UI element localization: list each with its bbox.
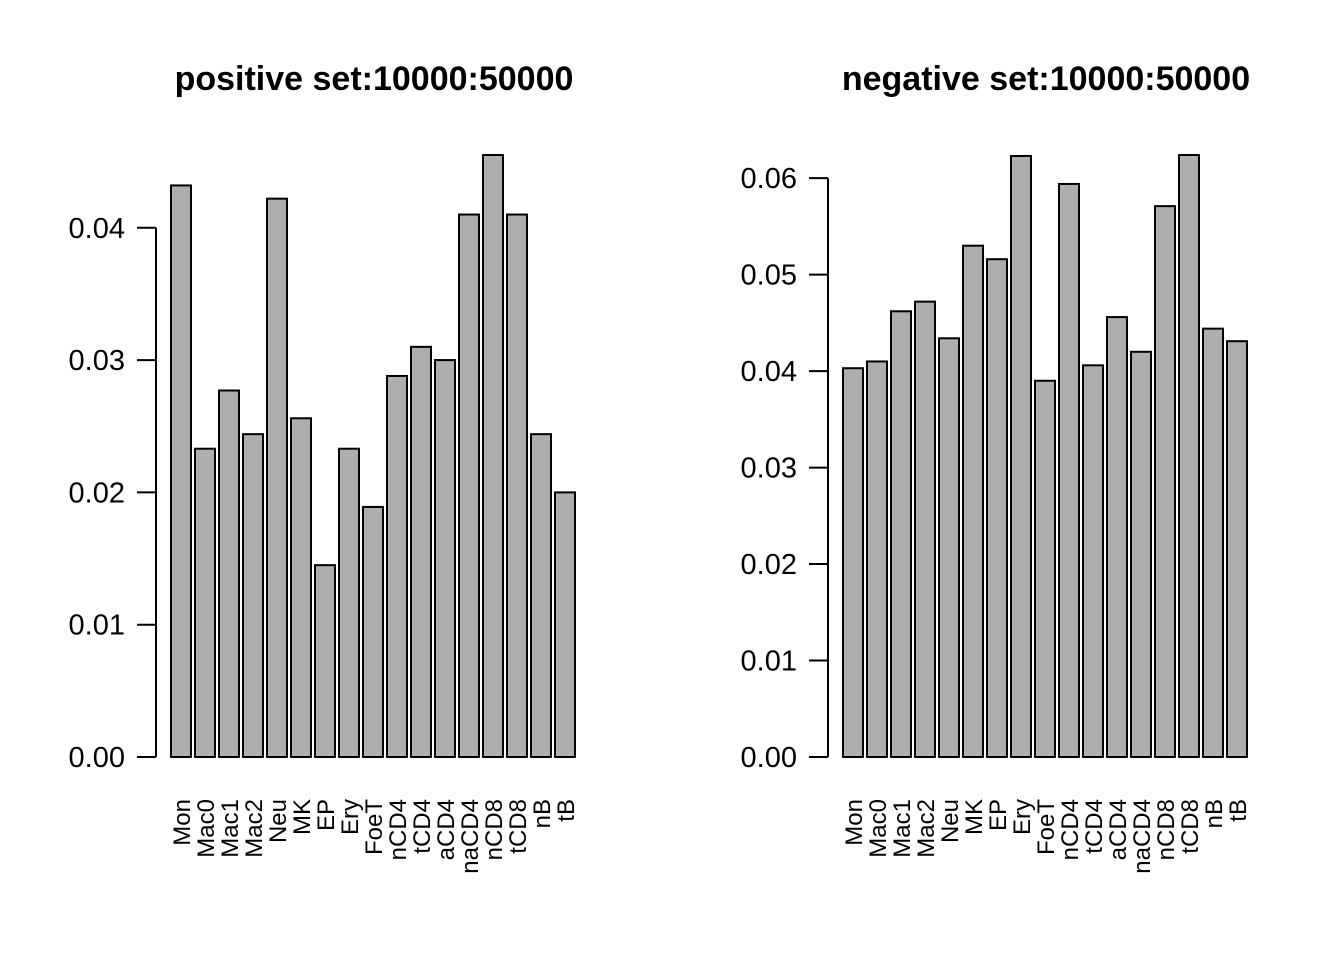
x-category-label-tCD8: tCD8 [1177, 799, 1204, 854]
x-category-label-nB: nB [529, 799, 556, 828]
bar-Neu [266, 197, 288, 758]
bar-MK [290, 417, 312, 758]
bar-EP [986, 258, 1008, 758]
bar-tCD8 [506, 213, 528, 759]
y-tick-label: 0.00 [741, 742, 797, 774]
x-category-label-nCD4: nCD4 [1057, 799, 1084, 860]
bar-naCD4 [458, 213, 480, 759]
x-category-label-Neu: Neu [265, 799, 292, 843]
bar-Ery [338, 447, 360, 758]
bar-tB [554, 491, 576, 758]
y-tick-label: 0.02 [69, 477, 125, 509]
bar-Mon [842, 367, 864, 758]
x-category-label-FoeT: FoeT [361, 799, 388, 855]
bar-tCD4 [1082, 364, 1104, 758]
x-category-label-tB: tB [1225, 799, 1252, 822]
bar-nCD8 [1154, 205, 1176, 758]
x-category-label-nCD8: nCD8 [481, 799, 508, 860]
y-tick-label: 0.01 [741, 646, 797, 678]
plot-area-positive: 0.00 0.01 0.02 0.03 0.04 MonMac0Mac1Mac2NeuMK… [69, 154, 580, 874]
x-category-label-FoeT: FoeT [1033, 799, 1060, 855]
bar-tCD8 [1178, 154, 1200, 758]
x-category-label-aCD4: aCD4 [1105, 799, 1132, 860]
bar-Mac0 [866, 360, 888, 758]
bar-tCD4 [410, 345, 432, 758]
negative-set-chart: negative set:10000:50000 0.00 0.01 0.02 0.0… [741, 60, 1252, 874]
bar-nCD4 [1058, 182, 1080, 758]
y-tick-label: 0.05 [741, 260, 797, 292]
plot-area-negative: 0.000.010.020.030.040.050.06MonMac0Mac1M… [741, 154, 1252, 874]
x-category-label-aCD4: aCD4 [433, 799, 460, 860]
x-category-label-EP: EP [313, 799, 340, 831]
x-category-label-nB: nB [1201, 799, 1228, 828]
bar-Mac1 [218, 389, 240, 758]
x-category-label-Ery: Ery [337, 799, 364, 835]
x-category-label-nCD4: nCD4 [385, 799, 412, 860]
bar-FoeT [1034, 379, 1056, 758]
bar-aCD4 [434, 359, 456, 758]
y-tick-label: 0.03 [69, 345, 125, 377]
x-category-label-Mac0: Mac0 [865, 799, 892, 858]
positive-set-panel: positive set:10000:50000 0.00 0.01 0.02 0.0… [69, 60, 580, 874]
x-category-label-Mac1: Mac1 [889, 799, 916, 858]
y-tick-label: 0.04 [741, 356, 797, 388]
bar-FoeT [362, 505, 384, 759]
x-category-label-Mac0: Mac0 [193, 799, 220, 858]
bar-MK [962, 244, 984, 759]
bar-nCD4 [386, 374, 408, 758]
bar-tB [1226, 340, 1248, 758]
bar-nCD8 [482, 154, 504, 758]
negative-set-panel: negative set:10000:50000 0.00 0.01 0.02 0.0… [672, 0, 1344, 960]
bar-Mac2 [242, 433, 264, 758]
bar-Ery [1010, 154, 1032, 759]
y-tick-label: 0.01 [69, 610, 125, 642]
bar-nB [530, 433, 552, 758]
x-category-label-EP: EP [985, 799, 1012, 831]
x-category-label-MK: MK [289, 799, 316, 835]
y-tick-label: 0.00 [69, 742, 125, 774]
bar-aCD4 [1106, 316, 1128, 758]
positive-set-chart: positive set:10000:50000 0.000.010.020.0… [69, 60, 580, 874]
bar-EP [314, 564, 336, 759]
x-category-label-Mac2: Mac2 [241, 799, 268, 858]
x-category-label-Ery: Ery [1009, 799, 1036, 835]
x-category-label-Mon: Mon [841, 799, 868, 846]
x-category-label-Mon: Mon [169, 799, 196, 846]
x-category-label-Neu: Neu [937, 799, 964, 843]
bar-Mac2 [914, 300, 936, 758]
chart-title-positive: positive set:10000:50000 [175, 60, 574, 98]
x-category-label-tB: tB [553, 799, 580, 822]
x-category-label-naCD4: naCD4 [1129, 799, 1156, 874]
x-category-label-nCD8: nCD8 [1153, 799, 1180, 860]
x-category-label-Mac2: Mac2 [913, 799, 940, 858]
x-category-label-MK: MK [961, 799, 988, 835]
x-category-label-naCD4: naCD4 [457, 799, 484, 874]
y-tick-label: 0.06 [741, 163, 797, 195]
chart-title-negative: negative set:10000:50000 [842, 60, 1250, 98]
bar-Mac0 [194, 447, 216, 758]
bar-naCD4 [1130, 350, 1152, 758]
bar-Neu [938, 337, 960, 758]
bar-nB [1202, 327, 1224, 758]
x-category-label-tCD4: tCD4 [1081, 799, 1108, 854]
bar-Mac1 [890, 310, 912, 758]
y-tick-label: 0.03 [741, 453, 797, 485]
x-category-label-Mac1: Mac1 [217, 799, 244, 858]
x-category-label-tCD4: tCD4 [409, 799, 436, 854]
x-category-label-tCD8: tCD8 [505, 799, 532, 854]
y-tick-label: 0.04 [69, 213, 125, 245]
y-tick-label: 0.02 [741, 549, 797, 581]
bar-Mon [170, 184, 192, 758]
